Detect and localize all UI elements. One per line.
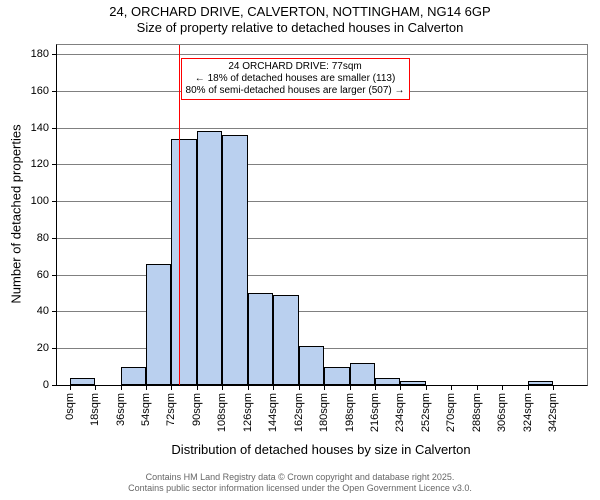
title-line-1: 24, ORCHARD DRIVE, CALVERTON, NOTTINGHAM… [0,4,600,20]
x-tick [528,385,529,390]
chart-title: 24, ORCHARD DRIVE, CALVERTON, NOTTINGHAM… [0,4,600,35]
y-tick-label: 20 [37,342,49,354]
y-tick [52,275,57,276]
plot-area: 02040608010012014016018024 ORCHARD DRIVE… [56,44,588,386]
x-tick [324,385,325,390]
gridline [57,311,587,312]
histogram-bar [400,381,425,385]
histogram-bar [171,139,196,385]
histogram-bar [121,367,146,385]
chart-container: 24, ORCHARD DRIVE, CALVERTON, NOTTINGHAM… [0,0,600,500]
y-tick [52,91,57,92]
x-tick [375,385,376,390]
x-tick [350,385,351,390]
histogram-bar [324,367,349,385]
x-tick-label: 216sqm [369,393,381,432]
x-tick-label: 342sqm [547,393,559,432]
y-tick-label: 80 [37,232,49,244]
x-tick [248,385,249,390]
gridline [57,201,587,202]
y-tick-label: 180 [31,48,49,60]
gridline [57,164,587,165]
x-axis-label: Distribution of detached houses by size … [171,442,470,457]
x-tick [121,385,122,390]
x-tick [95,385,96,390]
x-tick-label: 288sqm [471,393,483,432]
histogram-bar [248,293,273,385]
x-tick [70,385,71,390]
x-tick-label: 270sqm [445,393,457,432]
y-tick-label: 40 [37,305,49,317]
y-axis-label: Number of detached properties [9,124,24,303]
x-tick-label: 180sqm [318,393,330,432]
x-tick [451,385,452,390]
x-tick [197,385,198,390]
y-tick-label: 160 [31,85,49,97]
x-tick [171,385,172,390]
x-tick [553,385,554,390]
x-tick [299,385,300,390]
histogram-bar [146,264,171,385]
histogram-bar [375,378,400,385]
y-tick [52,385,57,386]
x-tick [146,385,147,390]
x-tick [426,385,427,390]
y-tick-label: 140 [31,122,49,134]
x-tick-label: 108sqm [216,393,228,432]
x-tick-label: 162sqm [293,393,305,432]
x-tick-label: 252sqm [420,393,432,432]
histogram-bar [70,378,95,385]
y-tick-label: 60 [37,269,49,281]
histogram-bar [350,363,375,385]
y-tick [52,54,57,55]
annotation-callout: 24 ORCHARD DRIVE: 77sqm← 18% of detached… [181,58,410,100]
y-tick [52,238,57,239]
annotation-line: 24 ORCHARD DRIVE: 77sqm [186,61,405,73]
title-line-2: Size of property relative to detached ho… [0,20,600,36]
x-tick-label: 72sqm [165,393,177,426]
x-tick-label: 234sqm [394,393,406,432]
x-tick-label: 324sqm [522,393,534,432]
y-tick [52,128,57,129]
x-tick-label: 126sqm [242,393,254,432]
y-tick [52,311,57,312]
gridline [57,128,587,129]
y-tick-label: 120 [31,158,49,170]
footer-line-2: Contains public sector information licen… [0,483,600,494]
x-tick-label: 54sqm [140,393,152,426]
histogram-bar [299,346,324,385]
x-tick [502,385,503,390]
x-tick-label: 144sqm [267,393,279,432]
gridline [57,275,587,276]
x-tick-label: 18sqm [89,393,101,426]
histogram-bar [197,131,222,385]
annotation-line: ← 18% of detached houses are smaller (11… [186,73,405,85]
footer-attribution: Contains HM Land Registry data © Crown c… [0,472,600,494]
histogram-bar [222,135,247,385]
y-tick-label: 0 [43,379,49,391]
annotation-line: 80% of semi-detached houses are larger (… [186,85,405,97]
x-tick [273,385,274,390]
gridline [57,238,587,239]
x-tick-label: 36sqm [115,393,127,426]
y-tick [52,201,57,202]
x-tick-label: 306sqm [496,393,508,432]
x-tick [222,385,223,390]
histogram-bar [273,295,298,385]
histogram-bar [528,381,553,385]
footer-line-1: Contains HM Land Registry data © Crown c… [0,472,600,483]
property-marker-line [179,45,180,385]
x-tick-label: 0sqm [64,393,76,420]
gridline [57,54,587,55]
y-tick-label: 100 [31,195,49,207]
y-tick [52,164,57,165]
y-tick [52,348,57,349]
x-tick-label: 90sqm [191,393,203,426]
x-tick [400,385,401,390]
x-tick-label: 198sqm [344,393,356,432]
x-tick [477,385,478,390]
